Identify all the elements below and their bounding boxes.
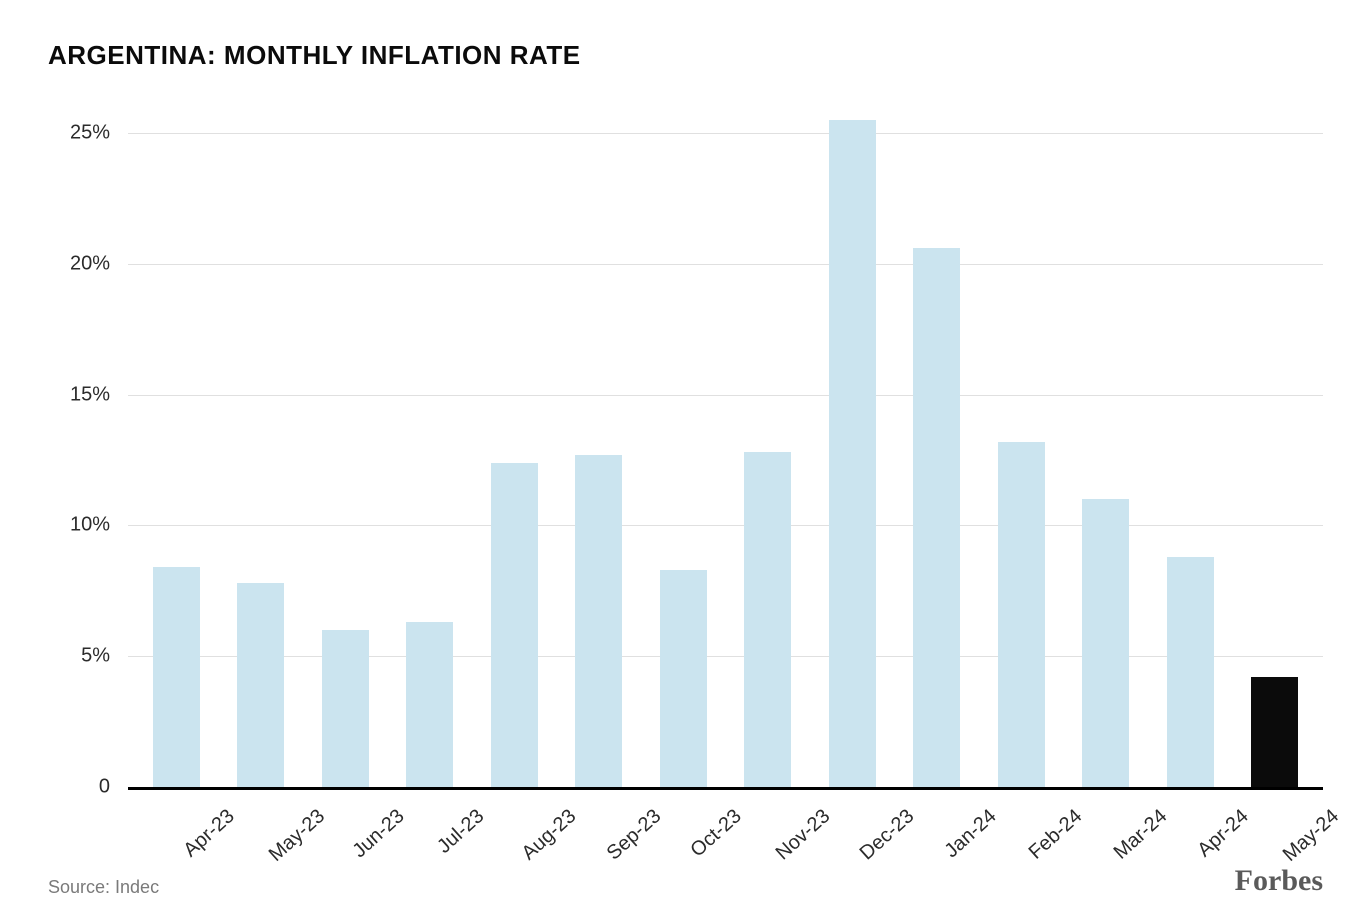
x-label-slot: Feb-24 <box>979 787 1064 867</box>
bar-slot <box>641 107 726 787</box>
y-tick-label: 10% <box>70 514 110 537</box>
x-label-slot: Jul-23 <box>388 787 473 867</box>
brand-logo: Forbes <box>1235 864 1323 898</box>
x-label-slot: May-24 <box>1233 787 1318 867</box>
y-tick-label: 0 <box>99 776 110 799</box>
x-label-slot: Oct-23 <box>641 787 726 867</box>
bar-slot <box>1233 107 1318 787</box>
bar <box>913 248 960 787</box>
bar-slot <box>472 107 557 787</box>
x-tick-label: May-24 <box>1279 805 1344 867</box>
bars-group <box>128 107 1323 787</box>
bar-slot <box>219 107 304 787</box>
y-tick-label: 5% <box>81 645 110 668</box>
bar <box>322 630 369 787</box>
bar <box>1251 677 1298 787</box>
bar-slot <box>1064 107 1149 787</box>
bar <box>1082 499 1129 787</box>
x-label-slot: Apr-24 <box>1148 787 1233 867</box>
bar <box>406 622 453 787</box>
x-label-slot: Aug-23 <box>472 787 557 867</box>
x-label-slot: Apr-23 <box>134 787 219 867</box>
bar-slot <box>895 107 980 787</box>
y-tick-label: 20% <box>70 252 110 275</box>
bar-slot <box>388 107 473 787</box>
bar-slot <box>303 107 388 787</box>
bar-slot <box>1148 107 1233 787</box>
bar <box>575 455 622 787</box>
x-label-slot: Mar-24 <box>1064 787 1149 867</box>
source-label: Source: Indec <box>48 877 159 898</box>
bar <box>491 463 538 787</box>
bar <box>1167 557 1214 787</box>
chart-container: ARGENTINA: MONTHLY INFLATION RATE 0 5% 10%… <box>0 0 1363 922</box>
bar-slot <box>726 107 811 787</box>
bar-slot <box>810 107 895 787</box>
bar-slot <box>134 107 219 787</box>
bar <box>237 583 284 787</box>
x-label-slot: Nov-23 <box>726 787 811 867</box>
chart-title: ARGENTINA: MONTHLY INFLATION RATE <box>48 40 1323 71</box>
bar <box>998 442 1045 787</box>
y-tick-label: 15% <box>70 383 110 406</box>
x-label-slot: Dec-23 <box>810 787 895 867</box>
x-label-slot: Sep-23 <box>557 787 642 867</box>
y-axis: 05%10%15%20%25% <box>48 107 118 787</box>
bar <box>153 567 200 787</box>
chart-footer: Source: Indec Forbes <box>48 864 1323 898</box>
x-axis-labels: Apr-23May-23Jun-23Jul-23Aug-23Sep-23Oct-… <box>128 787 1323 867</box>
bar <box>660 570 707 787</box>
x-label-slot: May-23 <box>219 787 304 867</box>
bar <box>829 120 876 787</box>
bar-slot <box>557 107 642 787</box>
x-label-slot: Jun-23 <box>303 787 388 867</box>
plot-area: 05%10%15%20%25% Apr-23May-23Jun-23Jul-23… <box>48 107 1323 787</box>
bar <box>744 452 791 787</box>
bar-slot <box>979 107 1064 787</box>
y-tick-label: 25% <box>70 122 110 145</box>
x-label-slot: Jan-24 <box>895 787 980 867</box>
